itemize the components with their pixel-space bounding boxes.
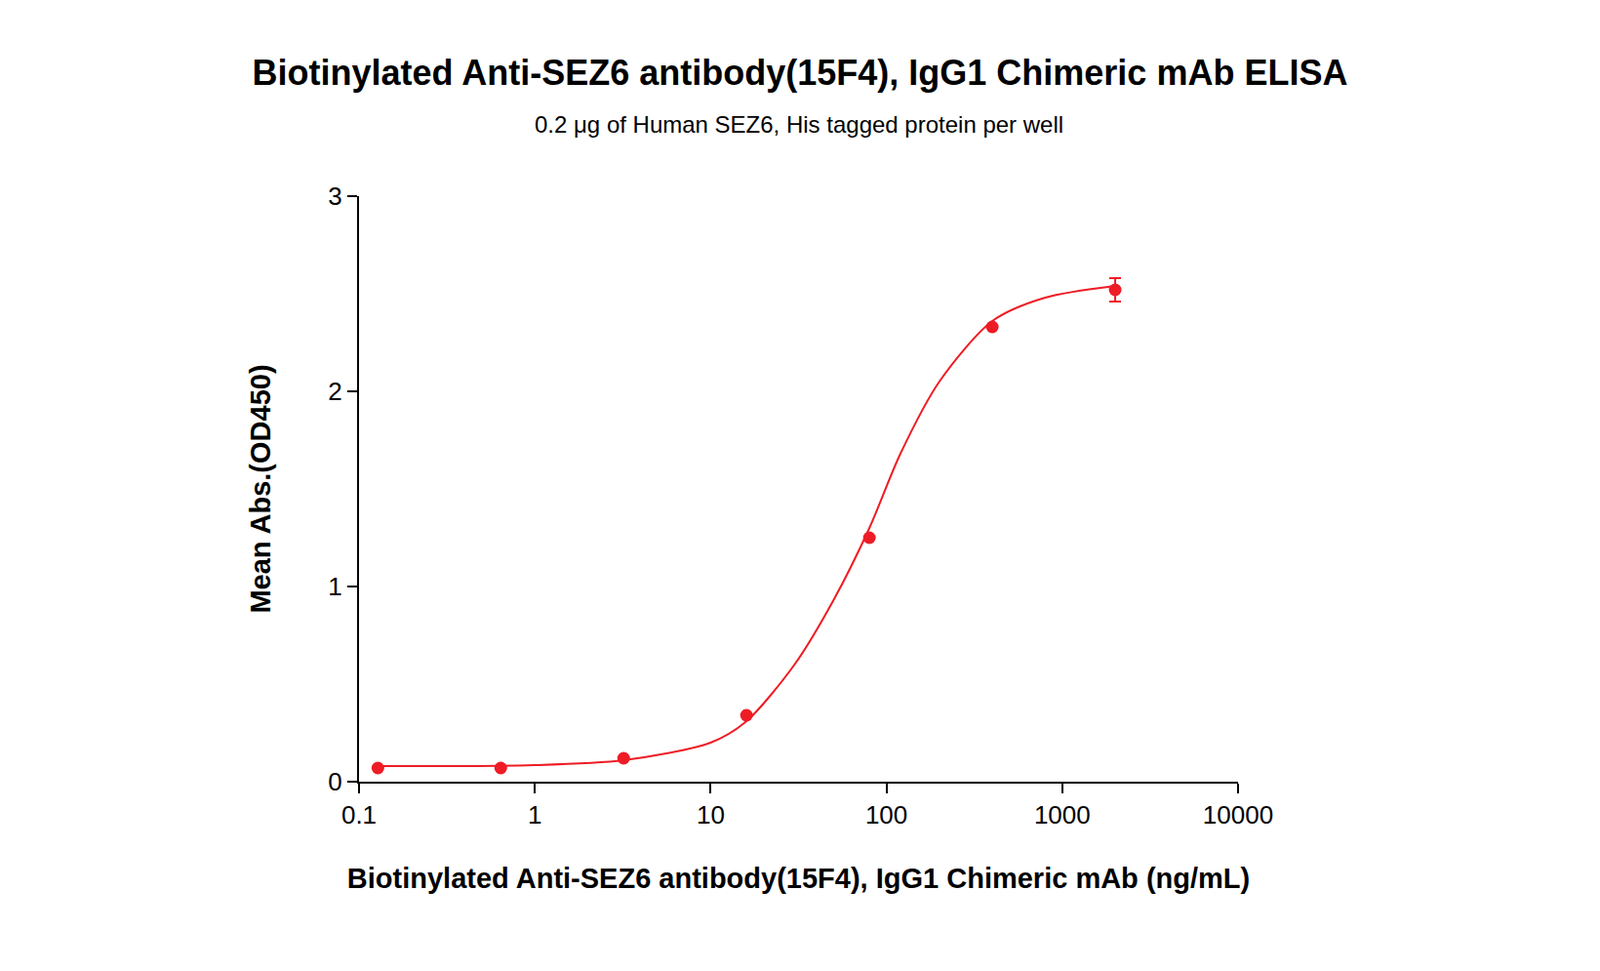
svg-text:10000: 10000 (1202, 800, 1274, 830)
svg-text:0.2 μg of Human SEZ6, His tagg: 0.2 μg of Human SEZ6, His tagged protein… (534, 111, 1064, 138)
svg-text:3: 3 (327, 181, 342, 211)
svg-text:0: 0 (327, 766, 342, 797)
svg-text:10: 10 (696, 800, 725, 830)
svg-text:100: 100 (865, 800, 908, 830)
svg-text:1000: 1000 (1034, 800, 1091, 830)
svg-text:2: 2 (327, 376, 342, 406)
svg-text:Mean Abs.(OD450): Mean Abs.(OD450) (244, 363, 277, 613)
svg-text:1: 1 (327, 571, 342, 601)
svg-text:1: 1 (527, 800, 542, 830)
svg-text:Biotinylated Anti-SEZ6 antibod: Biotinylated Anti-SEZ6 antibody(15F4), I… (347, 862, 1250, 894)
svg-text:0.1: 0.1 (341, 800, 377, 830)
svg-text:Biotinylated Anti-SEZ6 antibod: Biotinylated Anti-SEZ6 antibody(15F4), I… (252, 52, 1349, 93)
